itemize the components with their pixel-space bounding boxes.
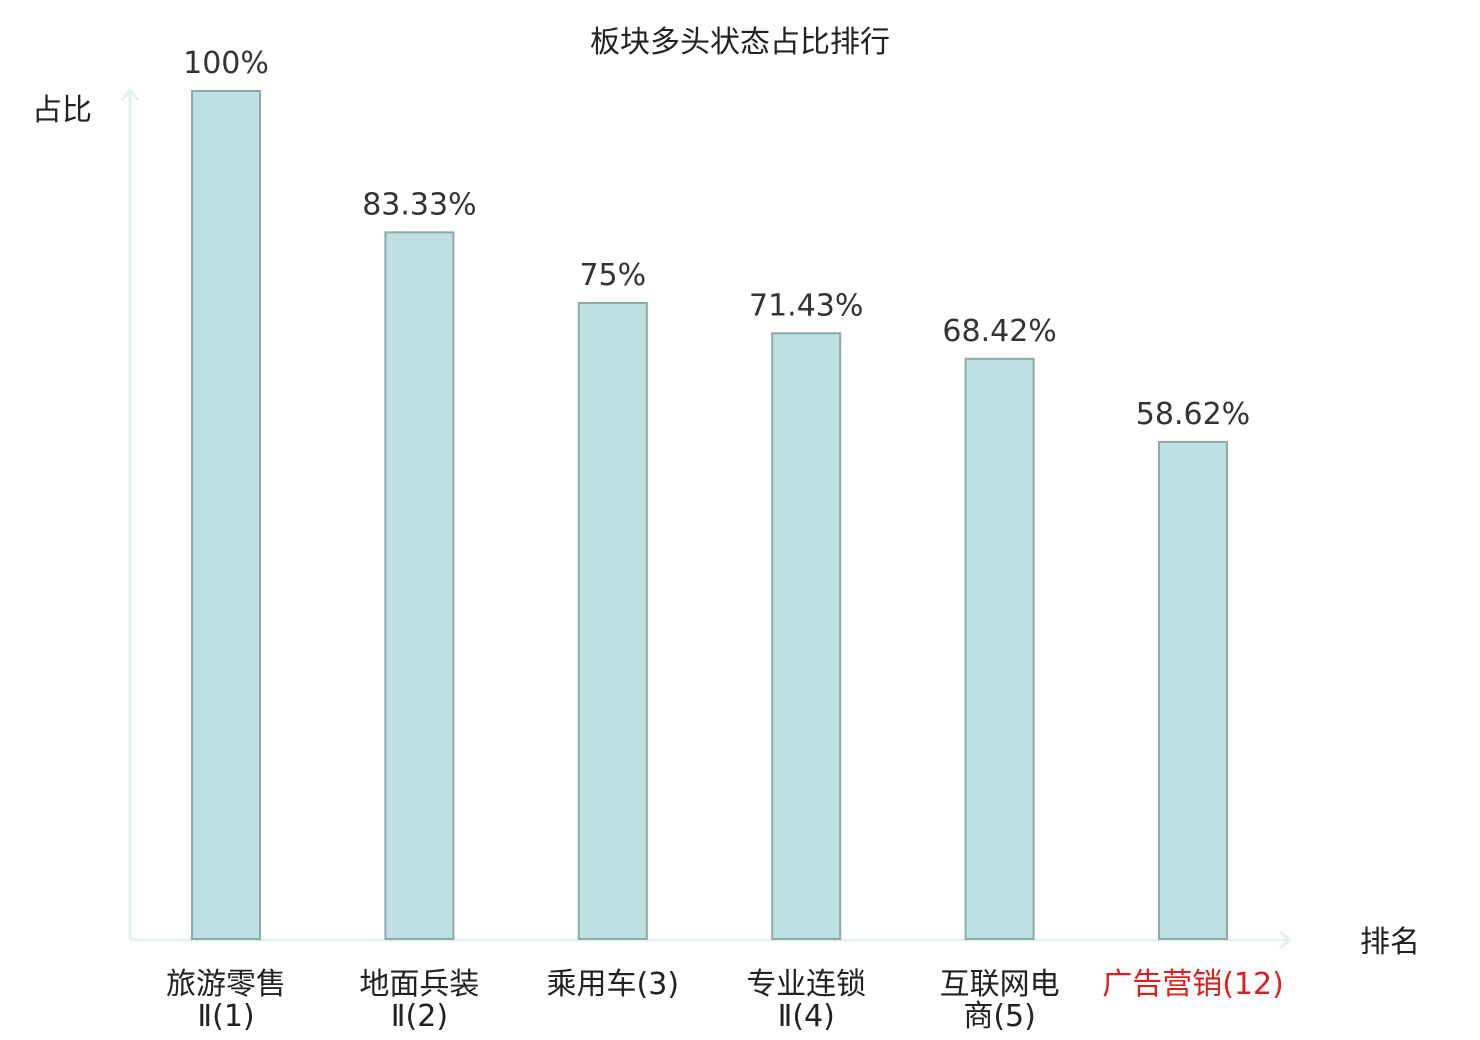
y-axis-label: 占比 xyxy=(32,93,92,128)
bar-value-label: 58.62% xyxy=(1136,397,1250,432)
category-label: 乘用车(3) xyxy=(547,967,680,1002)
bar-value-label: 100% xyxy=(183,46,269,81)
chart-title: 板块多头状态占比排行 xyxy=(590,25,890,60)
category-label: 专业连锁 xyxy=(746,967,866,1002)
category-label: 商(5) xyxy=(963,999,1036,1034)
category-label: 地面兵装 xyxy=(359,967,479,1002)
bar-value-label: 71.43% xyxy=(749,288,863,323)
bar xyxy=(191,90,261,940)
bar xyxy=(964,357,1035,940)
bar xyxy=(1158,440,1228,940)
bar-value-label: 75% xyxy=(579,258,646,293)
category-label: 互联网电 xyxy=(940,967,1060,1002)
x-axis-label: 排名 xyxy=(1360,925,1420,960)
bar xyxy=(771,332,842,940)
category-label: Ⅱ(2) xyxy=(391,999,448,1034)
category-label: 旅游零售 xyxy=(166,967,286,1002)
bar xyxy=(577,302,648,940)
bar-value-label: 83.33% xyxy=(362,187,476,222)
category-label: Ⅱ(4) xyxy=(778,999,835,1034)
bar-value-label: 68.42% xyxy=(942,314,1056,349)
category-label: 广告营销(12) xyxy=(1102,967,1284,1002)
bar xyxy=(384,231,455,941)
category-label: Ⅱ(1) xyxy=(197,999,254,1034)
